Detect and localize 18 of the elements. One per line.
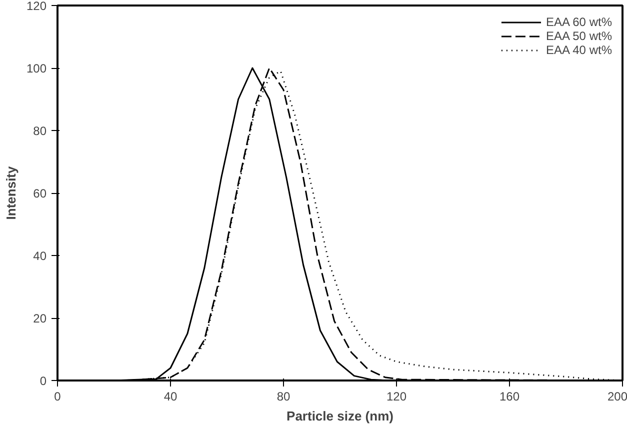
y-tick-label: 20: [33, 312, 47, 326]
x-tick-label: 0: [54, 390, 62, 404]
x-tick-label: 160: [499, 390, 520, 404]
x-tick-label: 120: [386, 390, 407, 404]
y-axis-title: Intensity: [3, 166, 18, 220]
legend-label: EAA 40 wt%: [546, 43, 612, 57]
x-tick-label: 200: [607, 390, 627, 404]
y-tick-label: 0: [40, 374, 47, 388]
y-tick-label: 80: [33, 124, 47, 138]
y-tick-label: 40: [33, 249, 47, 263]
legend-label: EAA 50 wt%: [546, 29, 612, 43]
y-tick-label: 60: [33, 186, 47, 200]
x-tick-label: 40: [164, 390, 178, 404]
y-tick-label: 120: [26, 0, 47, 13]
legend-label: EAA 60 wt%: [546, 15, 612, 29]
y-tick-label: 100: [26, 62, 47, 76]
x-tick-label: 80: [276, 390, 290, 404]
x-axis-title: Particle size (nm): [286, 408, 394, 424]
